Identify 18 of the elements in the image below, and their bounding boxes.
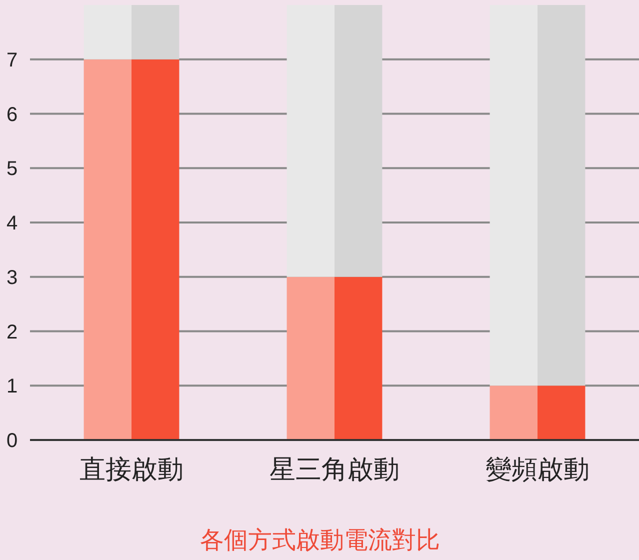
bar [84, 5, 180, 60]
bar [286, 5, 382, 277]
x-tick-label: 直接啟動 [80, 454, 184, 484]
y-tick-label: 6 [6, 104, 18, 126]
bar [490, 386, 586, 440]
bar [84, 59, 180, 440]
y-tick-label: 7 [6, 49, 18, 72]
bar [490, 5, 586, 386]
y-tick-label: 3 [6, 266, 18, 289]
y-tick-label: 5 [6, 158, 18, 180]
y-tick-label: 4 [6, 212, 18, 234]
y-tick-label: 0 [6, 430, 18, 452]
x-tick-label: 星三角啟動 [270, 454, 400, 484]
bar [286, 276, 382, 440]
x-tick-label: 變頻啟動 [486, 454, 590, 484]
text: 各個方式啟動電流對比 [200, 527, 440, 554]
y-tick-label: 1 [6, 376, 18, 398]
y-tick-label: 2 [6, 321, 18, 344]
